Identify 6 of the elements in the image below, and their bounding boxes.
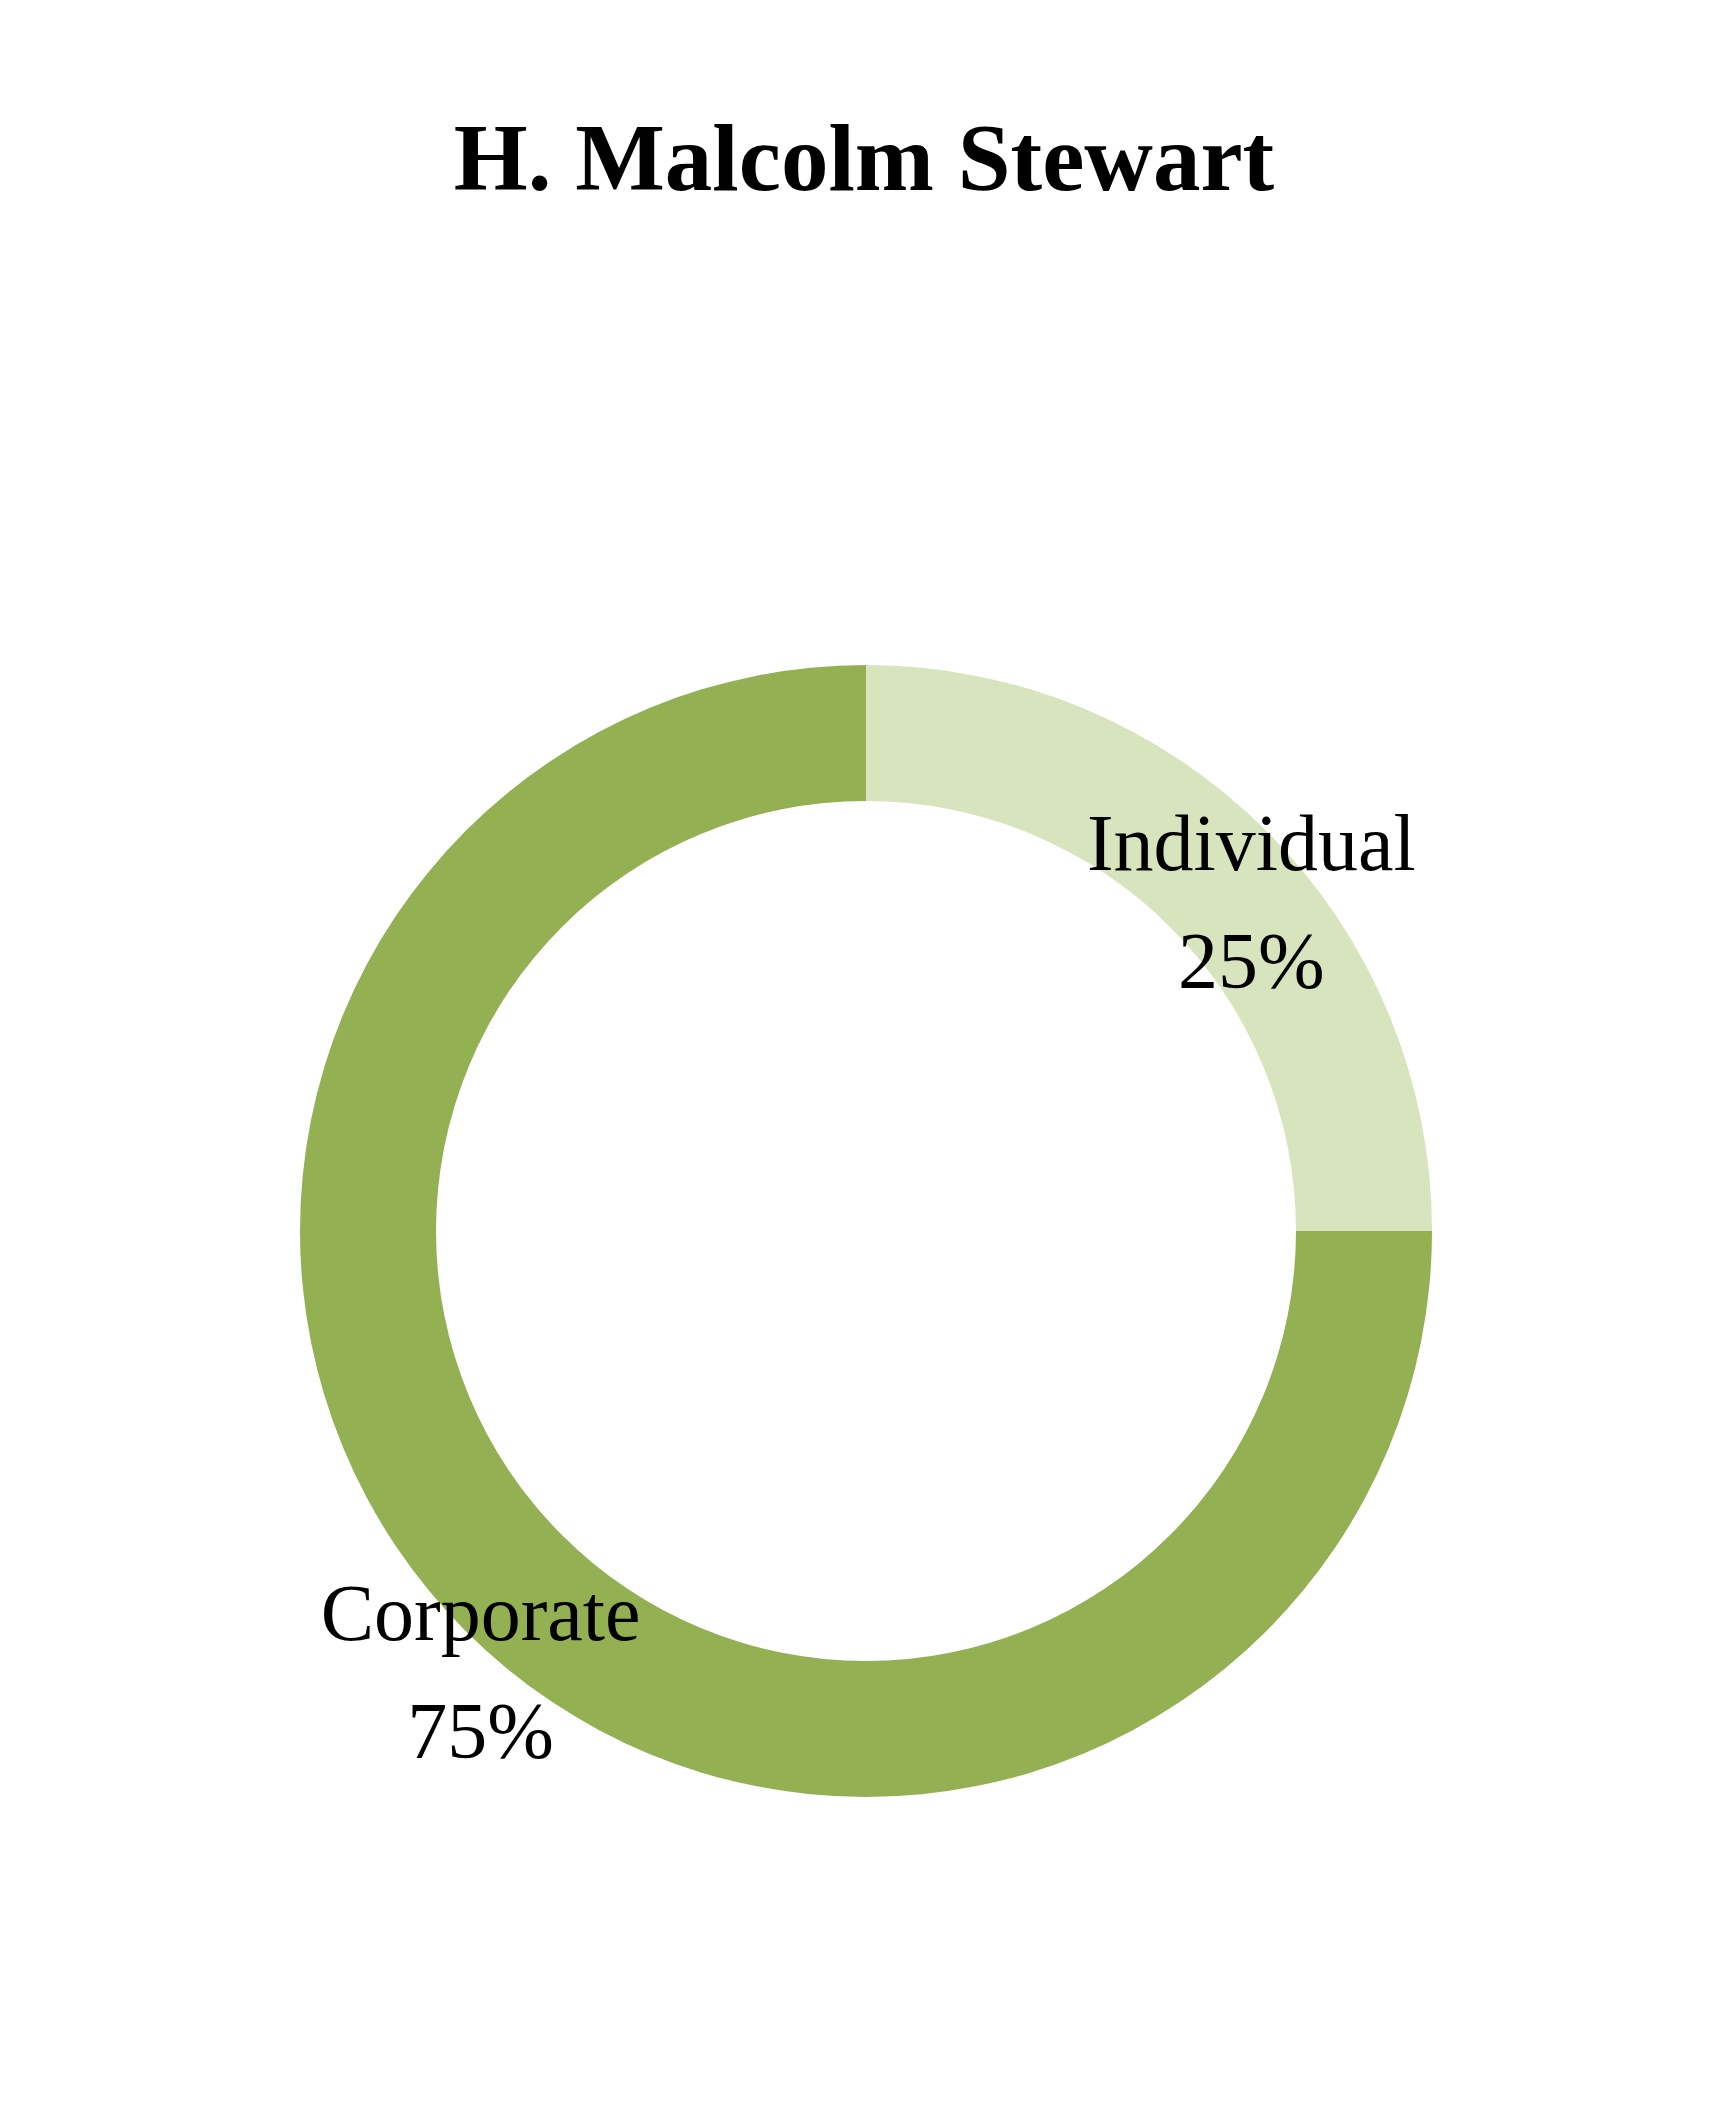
data-label: 75%	[407, 1687, 554, 1776]
donut-slice	[300, 665, 1432, 1797]
donut-slice	[866, 665, 1432, 1231]
data-label: 25%	[1178, 916, 1325, 1005]
chart-title: H. Malcolm Stewart	[453, 105, 1275, 211]
slice-label: Individual	[1086, 798, 1416, 887]
